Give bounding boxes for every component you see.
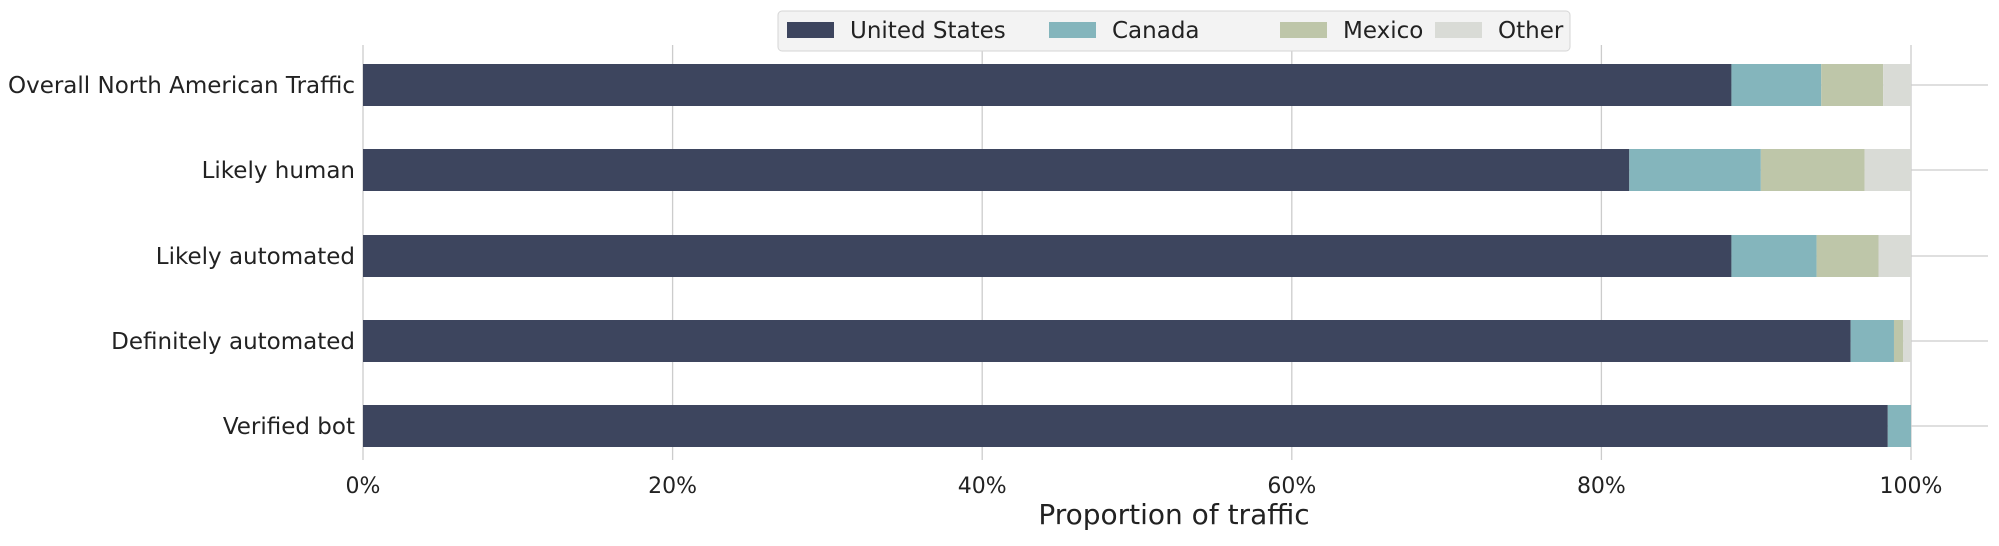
bar-segment-verified-bot-united-states (363, 405, 1888, 447)
bar-segment-overall-north-american-traffic-canada (1731, 64, 1822, 106)
y-tick-label: Overall North American Traffic (8, 73, 355, 99)
legend-label: United States (850, 18, 1006, 44)
legend-swatch-mexico (1280, 22, 1327, 38)
bar-segment-likely-automated-mexico (1816, 235, 1879, 277)
legend-label: Canada (1112, 18, 1200, 44)
x-axis-title: Proportion of traffic (1038, 498, 1309, 531)
bar-segment-definitely-automated-united-states (363, 320, 1851, 362)
bar-segment-definitely-automated-mexico (1893, 320, 1904, 362)
x-tick-labels: 0% 20% 40% 60% 80% 100% (346, 474, 1943, 499)
bar-segment-overall-north-american-traffic-other (1883, 64, 1911, 106)
y-tick-label: Definitely automated (111, 329, 355, 355)
bar-segment-likely-automated-united-states (363, 235, 1732, 277)
bar-segment-likely-human-canada (1629, 149, 1761, 191)
x-tick-label: 60% (1267, 474, 1316, 499)
bar-segment-overall-north-american-traffic-mexico (1821, 64, 1884, 106)
x-tick-label: 20% (648, 474, 697, 499)
legend-label: Other (1498, 18, 1564, 44)
bar-segment-likely-human-other (1864, 149, 1911, 191)
bar-segment-overall-north-american-traffic-united-states (363, 64, 1732, 106)
bar-segment-verified-bot-canada (1887, 405, 1911, 447)
bar-segment-likely-automated-other (1878, 235, 1911, 277)
x-tick-label: 0% (346, 474, 381, 499)
bar-segment-likely-automated-canada (1731, 235, 1817, 277)
legend-swatch-united-states (787, 22, 834, 38)
y-tick-label: Likely human (202, 158, 355, 184)
category-labels: Overall North American Traffic Likely hum… (8, 73, 355, 440)
bars (363, 64, 1911, 447)
legend-swatch-other (1435, 22, 1482, 38)
bar-segment-likely-human-mexico (1760, 149, 1865, 191)
legend-swatch-canada (1049, 22, 1096, 38)
bar-segment-definitely-automated-other (1903, 320, 1911, 362)
bar-segment-likely-human-united-states (363, 149, 1630, 191)
x-tick-label: 80% (1577, 474, 1626, 499)
x-tick-label: 100% (1880, 474, 1943, 499)
y-tick-label: Likely automated (156, 244, 355, 270)
legend-box (777, 10, 1571, 52)
legend: United States Canada Mexico Other (777, 10, 1571, 52)
y-tick-label: Verified bot (223, 414, 355, 440)
bar-segment-definitely-automated-canada (1850, 320, 1894, 362)
x-tick-label: 40% (958, 474, 1007, 499)
legend-label: Mexico (1343, 18, 1423, 44)
